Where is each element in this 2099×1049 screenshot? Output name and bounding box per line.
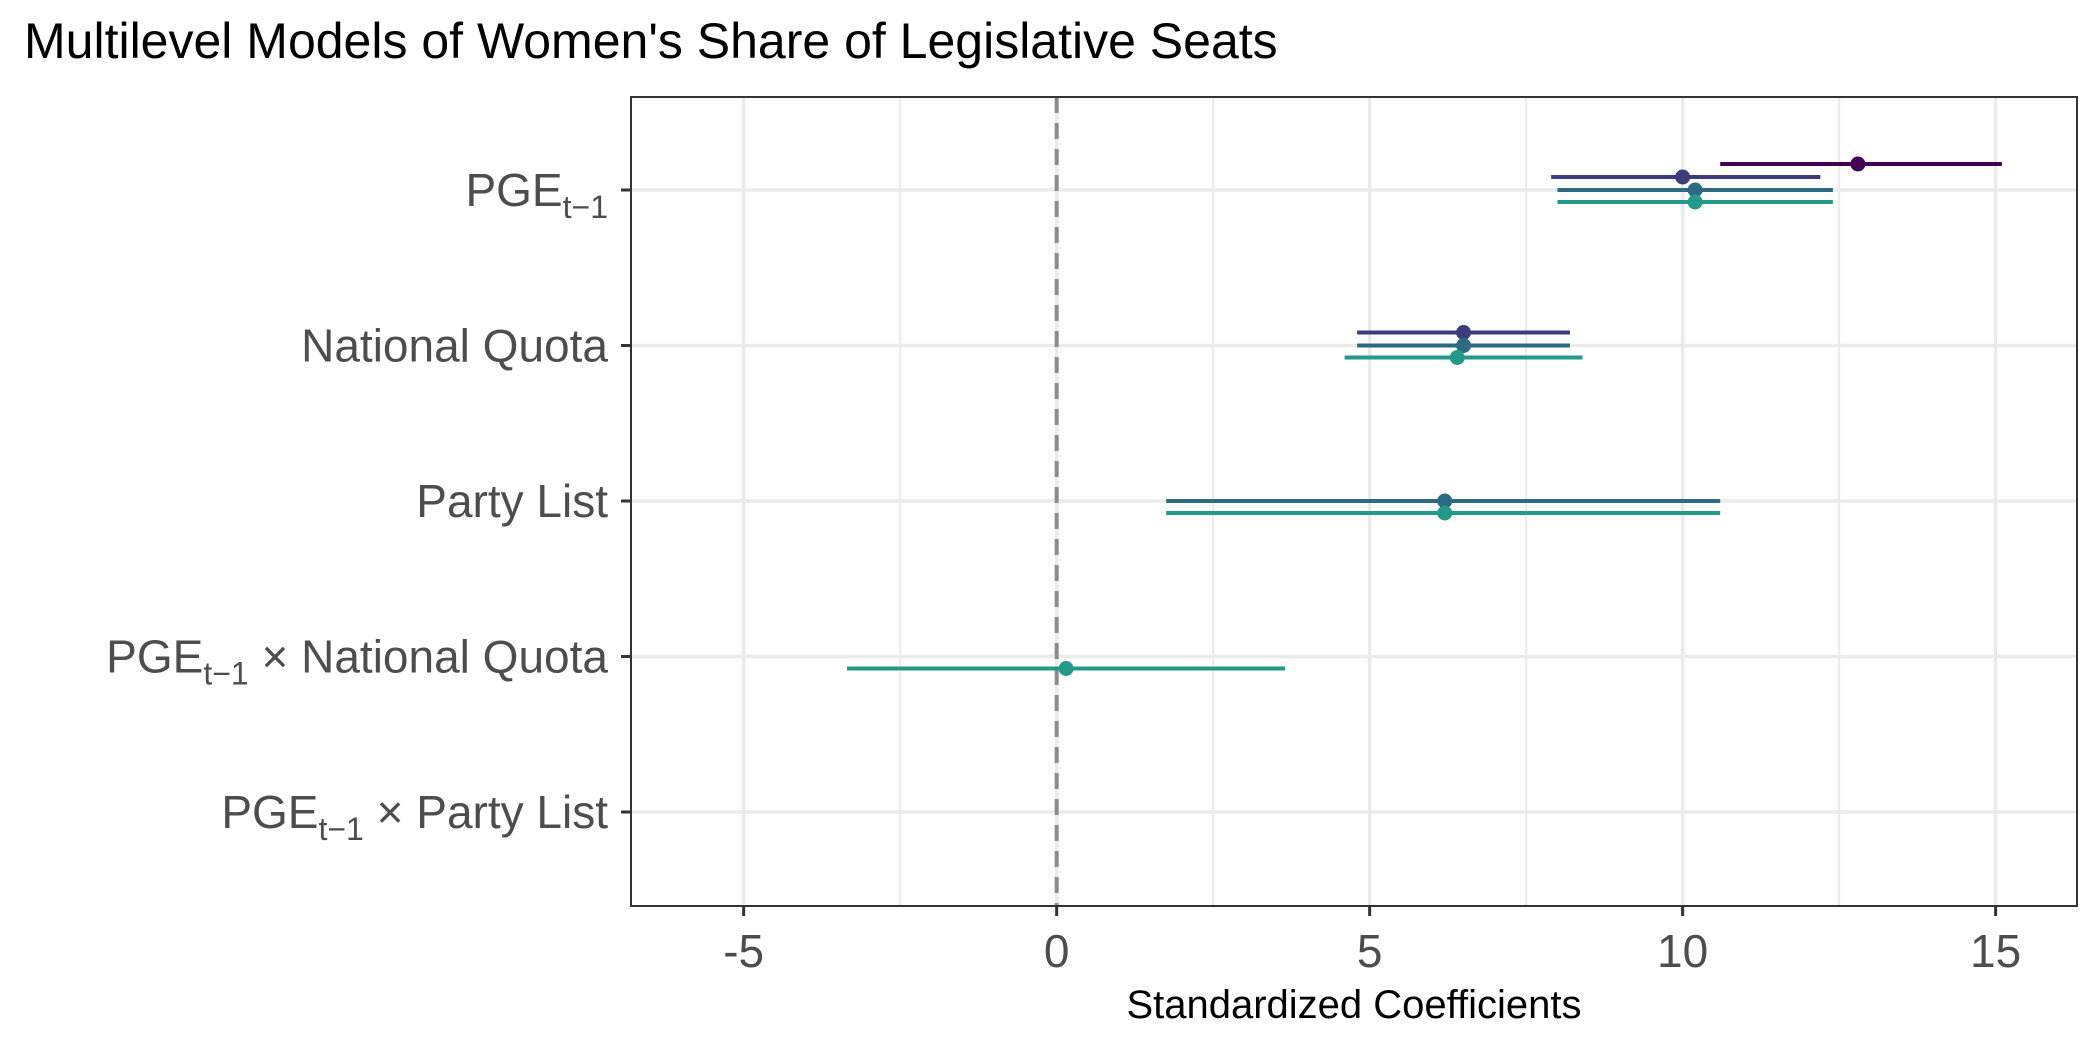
y-tick-label: PGEt−1 [465,164,608,225]
y-tick-label: Party List [416,475,608,527]
point-estimate [1456,325,1472,340]
term-interaction: × Party List [364,786,608,838]
term-subscript: t−1 [563,189,608,225]
x-axis-title: Standardized Coefficients [1126,983,1581,1027]
series-1 [1720,156,2002,172]
series-4 [846,194,1833,676]
x-tick-label: -5 [723,925,764,977]
point-estimate [1687,194,1703,210]
coefficient-series [846,156,2002,676]
point-estimate [1456,338,1472,353]
point-estimate [1687,182,1703,198]
point-estimate [1675,169,1691,185]
term-subscript: t−1 [318,811,363,847]
series-3 [1166,182,1833,509]
x-tick-label: 15 [1970,925,2021,977]
point-estimate [1850,156,1866,172]
x-tick-label: 10 [1657,925,1708,977]
y-tick-label: National Quota [301,320,608,372]
term-base: PGE [106,631,203,683]
term-base: National Quota [301,320,608,372]
point-estimate [1437,505,1453,521]
x-tick-label: 5 [1357,925,1383,977]
term-interaction: × National Quota [249,631,609,683]
point-estimate [1437,493,1453,509]
term-subscript: t−1 [203,656,248,692]
term-base: Party List [416,475,608,527]
term-base: PGE [465,164,562,216]
y-tick-label: PGEt−1 × National Quota [106,631,608,692]
series-2 [1357,169,1821,340]
chart-title: Multilevel Models of Women's Share of Le… [24,13,1278,69]
x-tick-label: 0 [1044,925,1070,977]
term-base: PGE [221,786,318,838]
x-axis-ticks: -5 0 5 10 15 [723,906,2021,977]
point-estimate [1058,661,1074,676]
point-estimate [1449,350,1465,365]
y-tick-label: PGEt−1 × Party List [221,786,608,847]
